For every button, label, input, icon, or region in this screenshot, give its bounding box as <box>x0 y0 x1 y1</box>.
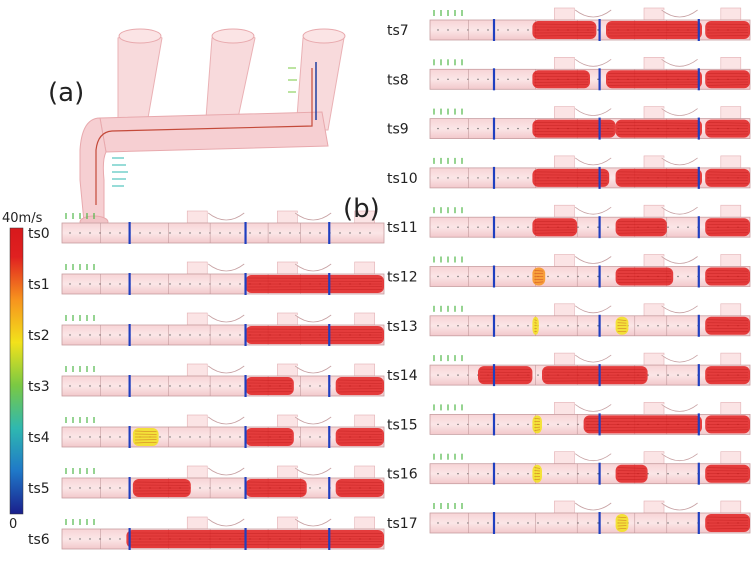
timestep-label: ts15 <box>387 417 418 433</box>
colorbar-max-label: 40m/s <box>2 211 43 226</box>
timestep-panel-ts2: ts2 <box>28 312 385 346</box>
timestep-label: ts5 <box>28 481 50 497</box>
timestep-label: ts3 <box>28 379 50 395</box>
timestep-label: ts13 <box>387 319 418 335</box>
manifold-3d-illustration <box>79 28 346 229</box>
timestep-panel-ts15: ts15 <box>387 402 751 436</box>
timestep-label: ts10 <box>387 171 418 187</box>
pipe-body <box>61 222 385 244</box>
timestep-panel-ts0: ts0 <box>28 210 385 244</box>
timestep-panel-ts16: ts16 <box>387 451 751 485</box>
timestep-label: ts4 <box>28 430 50 446</box>
timestep-label: ts0 <box>28 226 50 242</box>
timestep-panel-ts10: ts10 <box>387 155 751 189</box>
timestep-panel-ts6: ts6 <box>28 516 385 550</box>
timestep-label: ts17 <box>387 516 418 532</box>
panel-a-label: (a) <box>48 78 84 108</box>
timestep-label: ts1 <box>28 277 50 293</box>
timestep-label: ts11 <box>387 220 418 236</box>
colorbar-gradient <box>9 227 24 515</box>
timestep-panel-ts7: ts7 <box>387 7 751 41</box>
timestep-label: ts2 <box>28 328 50 344</box>
timestep-panel-ts11: ts11 <box>387 204 751 239</box>
timestep-panel-ts17: ts17 <box>387 500 751 534</box>
timestep-label: ts16 <box>387 467 418 483</box>
timestep-label: ts14 <box>387 368 418 384</box>
timestep-label: ts7 <box>387 23 409 39</box>
timestep-panel-ts5: ts5 <box>28 465 385 499</box>
colorbar <box>9 227 24 515</box>
timestep-panel-ts4: ts4 <box>28 414 385 448</box>
timestep-label: ts12 <box>387 270 418 286</box>
timestep-panel-ts14: ts14 <box>387 352 751 387</box>
labels: (a) (b) 40m/s 0 <box>2 78 380 532</box>
timestep-label: ts9 <box>387 122 409 138</box>
timestep-panel-ts13: ts13 <box>387 303 751 337</box>
timestep-label: ts8 <box>387 72 409 88</box>
panel-b-label: (b) <box>343 194 380 224</box>
colorbar-min-label: 0 <box>9 517 17 532</box>
timestep-label: ts6 <box>28 532 50 548</box>
timestep-panel-ts9: ts9 <box>387 106 751 140</box>
timestep-panel-ts8: ts8 <box>387 56 751 91</box>
timestep-panel-ts12: ts12 <box>387 254 751 288</box>
timestep-panel-ts1: ts1 <box>28 261 385 295</box>
timestep-panels: ts0 ts1 ts2 ts3 ts4 ts5 ts6 ts7 ts8 ts9 ts10 ts11 ts… <box>28 7 751 550</box>
timestep-panel-ts3: ts3 <box>28 363 385 397</box>
